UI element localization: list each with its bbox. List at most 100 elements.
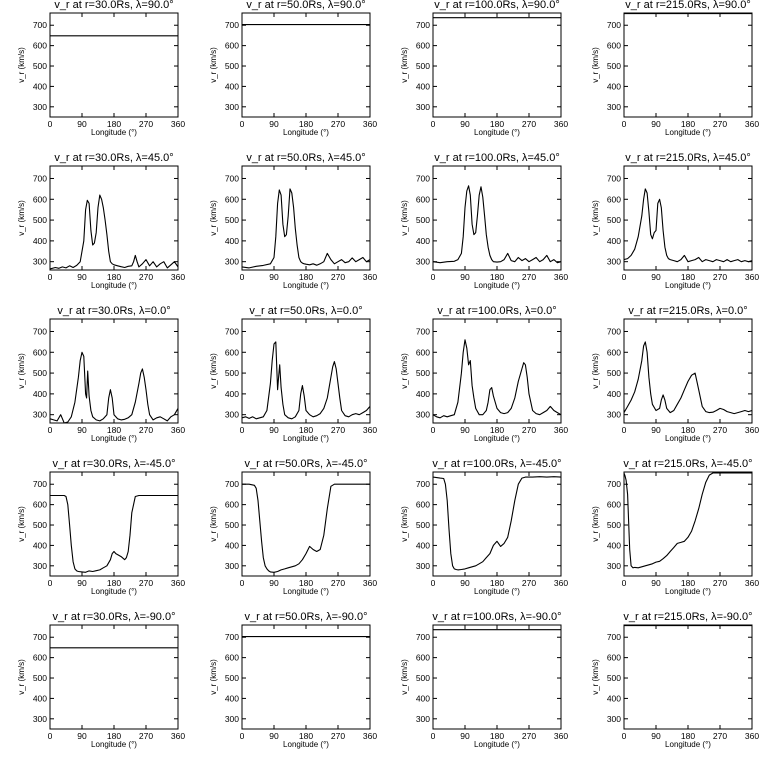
plot-frame bbox=[623, 471, 753, 577]
y-tick-label: 400 bbox=[225, 389, 239, 399]
y-axis-label: v_r (km/s) bbox=[209, 659, 218, 695]
y-tick-label: 600 bbox=[416, 194, 430, 204]
x-tick-label: 270 bbox=[331, 731, 345, 741]
y-tick-label: 500 bbox=[607, 215, 621, 225]
y-tick-label: 300 bbox=[607, 257, 621, 267]
x-axis-label: Longitude (°) bbox=[283, 128, 329, 137]
x-tick-label: 0 bbox=[622, 425, 627, 435]
y-tick-label: 600 bbox=[225, 500, 239, 510]
chart-panel: v_r at r=30.0Rs, λ=-45.0° 0 90 180 270 360 300… bbox=[17, 458, 185, 596]
x-tick-label: 270 bbox=[713, 731, 727, 741]
plot-frame bbox=[241, 165, 371, 271]
chart-title: v_r at r=100.0Rs, λ=45.0° bbox=[434, 152, 559, 164]
x-tick-label: 180 bbox=[490, 731, 504, 741]
plot-frame bbox=[623, 12, 753, 118]
plot-frame bbox=[241, 12, 371, 118]
y-tick-label: 500 bbox=[225, 520, 239, 530]
y-tick-label: 300 bbox=[33, 410, 47, 420]
y-tick-label: 500 bbox=[416, 520, 430, 530]
x-tick-label: 360 bbox=[363, 272, 377, 282]
y-tick-label: 500 bbox=[607, 520, 621, 530]
series-line bbox=[624, 341, 752, 415]
x-tick-label: 90 bbox=[77, 119, 87, 129]
series-line bbox=[242, 483, 370, 573]
x-tick-label: 360 bbox=[554, 731, 568, 741]
chart-panel: v_r at r=50.0Rs, λ=-90.0° 0 90 180 270 360 300… bbox=[209, 611, 377, 749]
x-tick-label: 270 bbox=[713, 119, 727, 129]
plot-frame bbox=[623, 165, 753, 271]
y-tick-label: 700 bbox=[607, 20, 621, 30]
series-line bbox=[624, 188, 752, 263]
x-tick-label: 90 bbox=[77, 272, 87, 282]
y-tick-label: 300 bbox=[225, 257, 239, 267]
x-axis-label: Longitude (°) bbox=[665, 128, 711, 137]
series-line bbox=[50, 351, 178, 423]
plot-frame bbox=[432, 165, 562, 271]
chart-title: v_r at r=50.0Rs, λ=-90.0° bbox=[244, 611, 367, 623]
y-tick-label: 400 bbox=[33, 540, 47, 550]
x-tick-label: 270 bbox=[522, 731, 536, 741]
chart-panel: v_r at r=50.0Rs, λ=0.0° 0 90 180 270 360 300 40… bbox=[209, 305, 377, 443]
y-tick-label: 400 bbox=[607, 389, 621, 399]
y-tick-label: 500 bbox=[416, 368, 430, 378]
plot-frame bbox=[623, 318, 753, 424]
x-axis-label: Longitude (°) bbox=[91, 587, 137, 596]
plot-frame bbox=[623, 624, 753, 730]
y-tick-label: 500 bbox=[607, 368, 621, 378]
y-tick-label: 300 bbox=[607, 410, 621, 420]
x-tick-label: 360 bbox=[171, 731, 185, 741]
x-tick-label: 180 bbox=[490, 425, 504, 435]
y-tick-label: 300 bbox=[33, 714, 47, 724]
plot-frame bbox=[432, 624, 562, 730]
chart-title: v_r at r=100.0Rs, λ=-90.0° bbox=[432, 611, 561, 623]
x-axis-label: Longitude (°) bbox=[665, 434, 711, 443]
y-tick-label: 600 bbox=[225, 194, 239, 204]
y-tick-label: 500 bbox=[607, 673, 621, 683]
y-tick-label: 700 bbox=[607, 479, 621, 489]
x-tick-label: 180 bbox=[299, 731, 313, 741]
chart-panel: v_r at r=100.0Rs, λ=-90.0° 0 90 180 270 360 30… bbox=[400, 611, 568, 749]
y-tick-label: 600 bbox=[225, 41, 239, 51]
x-tick-label: 90 bbox=[269, 119, 279, 129]
chart-panel: v_r at r=50.0Rs, λ=90.0° 0 90 180 270 360 300 4… bbox=[209, 0, 377, 137]
x-tick-label: 90 bbox=[460, 425, 470, 435]
y-tick-label: 600 bbox=[33, 347, 47, 357]
chart-title: v_r at r=215.0Rs, λ=-90.0° bbox=[623, 611, 752, 623]
x-tick-label: 90 bbox=[269, 425, 279, 435]
x-tick-label: 360 bbox=[554, 578, 568, 588]
x-tick-label: 180 bbox=[107, 731, 121, 741]
y-tick-label: 700 bbox=[416, 20, 430, 30]
y-tick-label: 700 bbox=[416, 632, 430, 642]
x-tick-label: 0 bbox=[48, 272, 53, 282]
x-tick-label: 0 bbox=[240, 578, 245, 588]
x-axis-label: Longitude (°) bbox=[474, 587, 520, 596]
x-tick-label: 0 bbox=[240, 731, 245, 741]
x-tick-label: 180 bbox=[681, 272, 695, 282]
y-tick-label: 400 bbox=[416, 389, 430, 399]
y-tick-label: 300 bbox=[607, 561, 621, 571]
x-axis-label: Longitude (°) bbox=[283, 434, 329, 443]
x-axis-label: Longitude (°) bbox=[474, 128, 520, 137]
x-tick-label: 90 bbox=[651, 425, 661, 435]
y-tick-label: 500 bbox=[225, 368, 239, 378]
x-tick-label: 180 bbox=[107, 272, 121, 282]
x-tick-label: 360 bbox=[363, 731, 377, 741]
chart-panel: v_r at r=30.0Rs, λ=90.0° 0 90 180 270 360 300 4… bbox=[17, 0, 185, 137]
x-tick-label: 0 bbox=[431, 578, 436, 588]
y-axis-label: v_r (km/s) bbox=[400, 353, 409, 389]
y-tick-label: 400 bbox=[33, 236, 47, 246]
plot-frame bbox=[241, 624, 371, 730]
y-tick-label: 400 bbox=[607, 236, 621, 246]
x-tick-label: 90 bbox=[651, 578, 661, 588]
plot-frame bbox=[432, 12, 562, 118]
y-axis-label: v_r (km/s) bbox=[400, 659, 409, 695]
x-tick-label: 0 bbox=[240, 119, 245, 129]
y-axis-label: v_r (km/s) bbox=[591, 659, 600, 695]
x-tick-label: 90 bbox=[460, 578, 470, 588]
x-tick-label: 90 bbox=[460, 119, 470, 129]
chart-title: v_r at r=215.0Rs, λ=0.0° bbox=[628, 305, 747, 317]
y-tick-label: 400 bbox=[225, 693, 239, 703]
y-tick-label: 300 bbox=[33, 257, 47, 267]
series-line bbox=[50, 194, 178, 270]
y-tick-label: 700 bbox=[225, 20, 239, 30]
